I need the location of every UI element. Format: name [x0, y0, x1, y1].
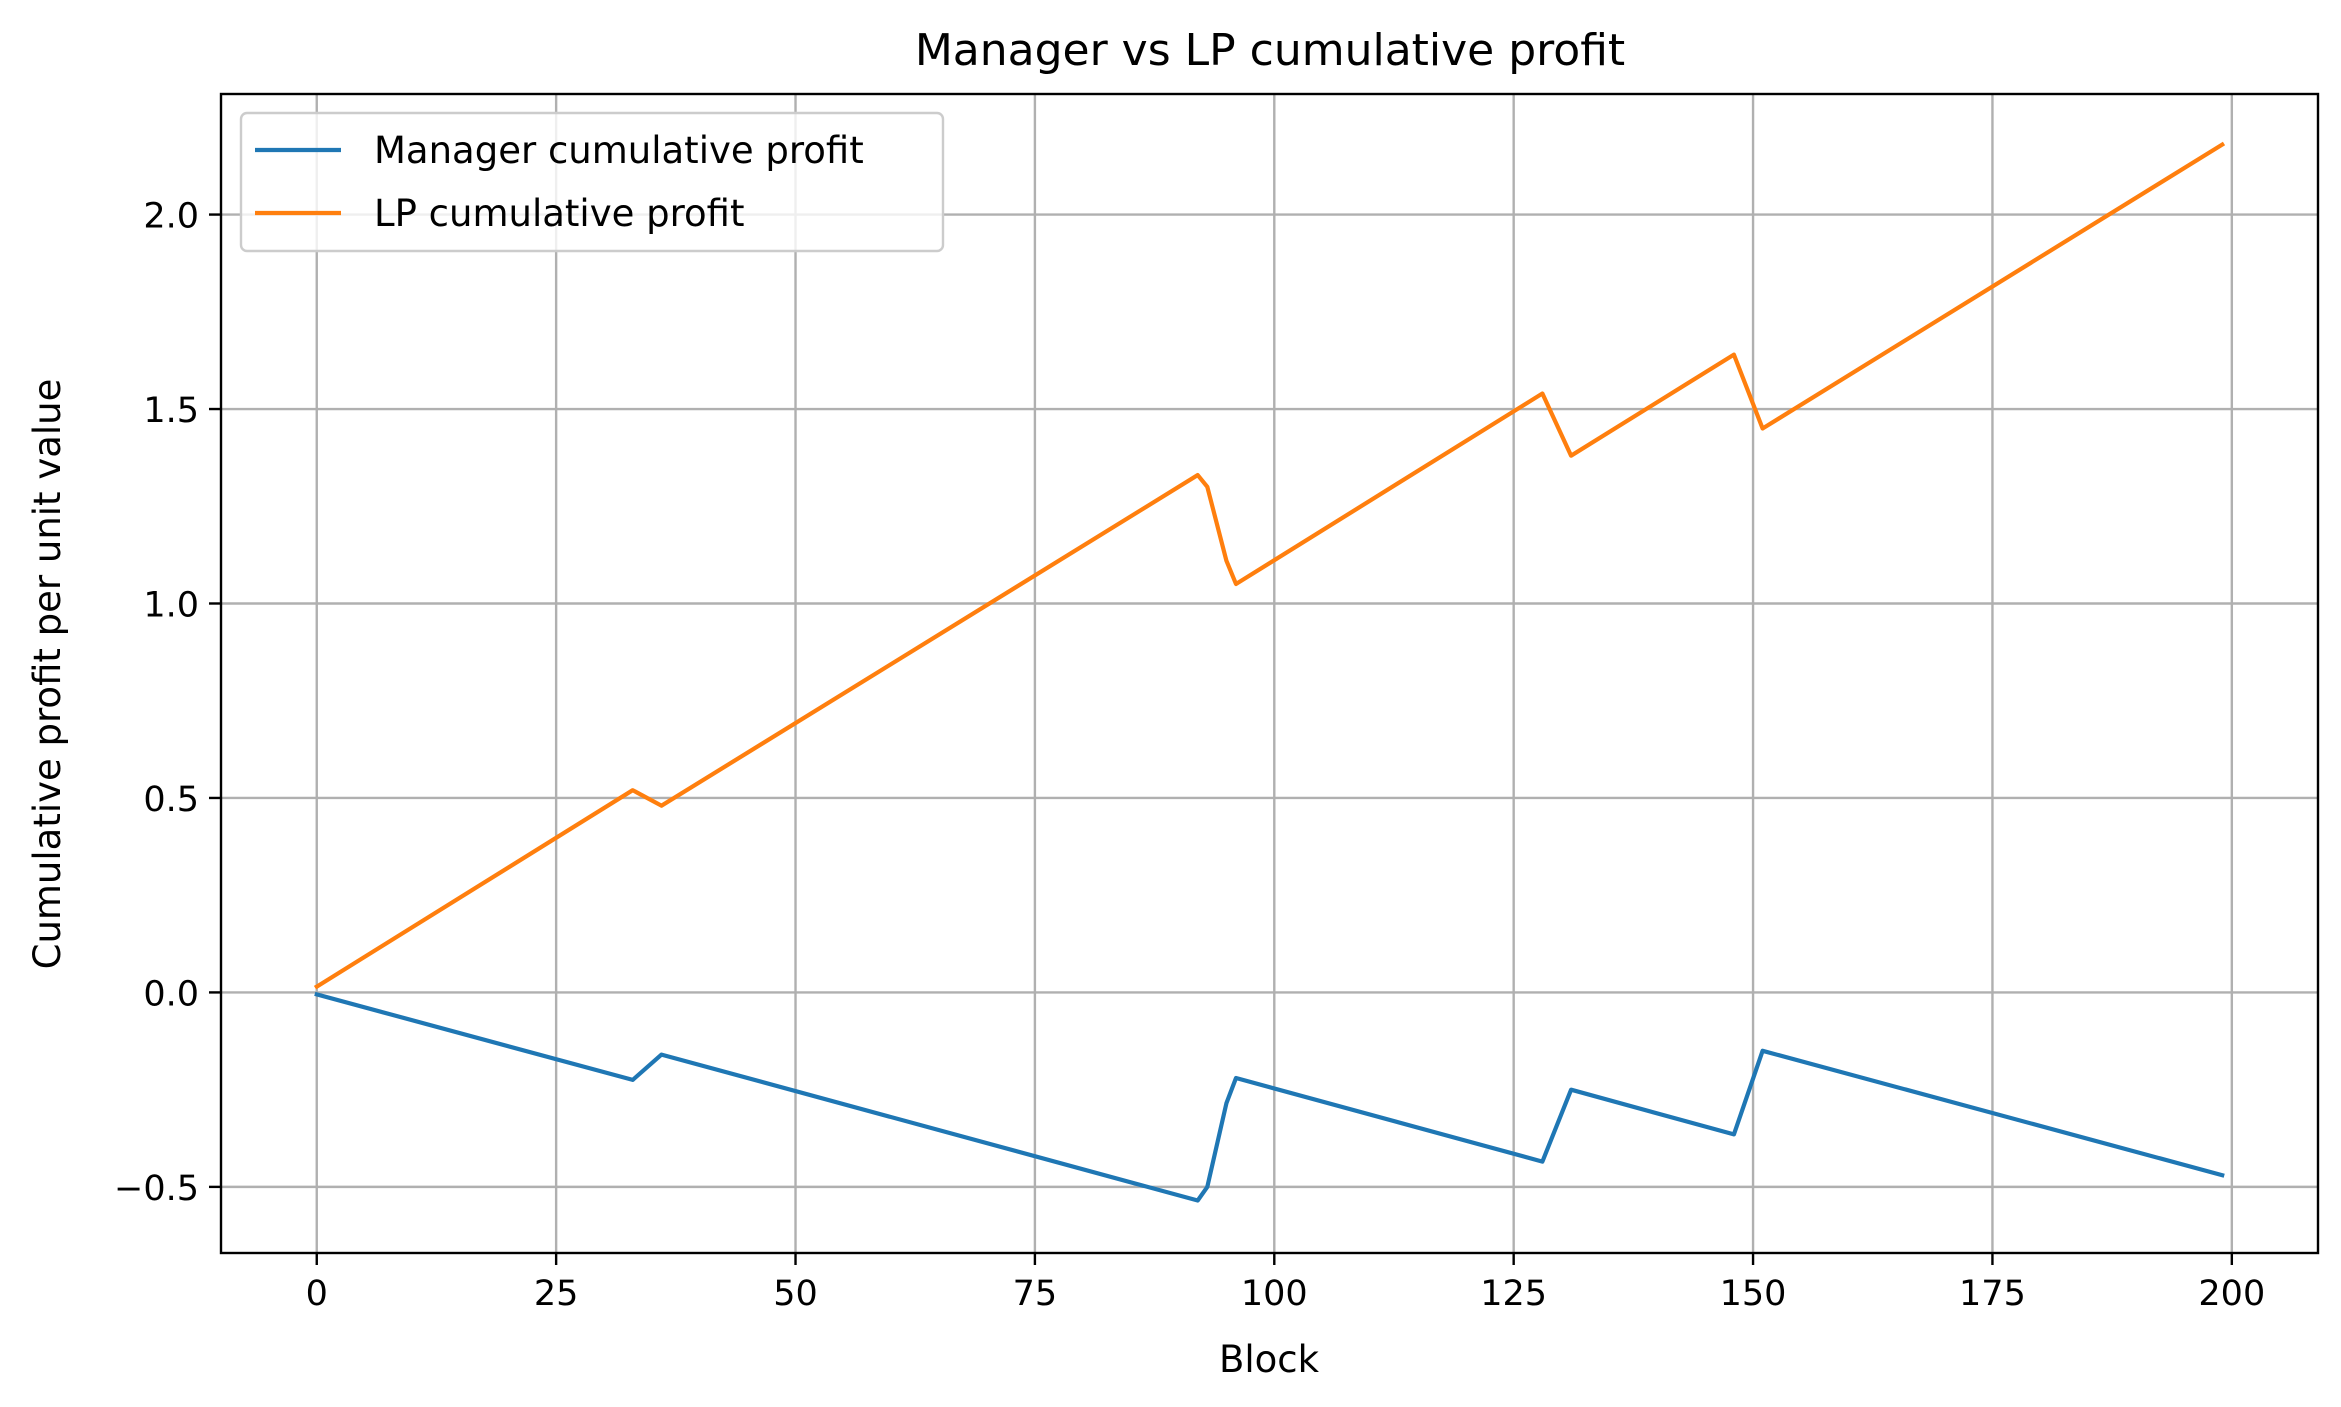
y-axis-label: Cumulative profit per unit value: [26, 379, 69, 970]
x-tick-label: 25: [534, 1274, 579, 1314]
x-tick-label: 0: [306, 1274, 328, 1314]
y-tick-label: −0.5: [114, 1169, 199, 1209]
x-tick-label: 125: [1480, 1274, 1547, 1314]
y-tick-label: 1.5: [143, 391, 199, 431]
x-tick-label: 150: [1720, 1274, 1787, 1314]
legend-label-1: LP cumulative profit: [374, 192, 744, 235]
x-tick-label: 50: [773, 1274, 818, 1314]
legend-box: [239, 111, 945, 253]
x-tick-label: 75: [1013, 1274, 1058, 1314]
x-tick-label: 100: [1241, 1274, 1308, 1314]
y-tick-label: 1.0: [143, 585, 199, 625]
axes: 0 25 50 75 100 125 150 175 200 −0.5 0.0 0.5 1.0 1.5 2.…: [114, 92, 2320, 1314]
legend: Manager cumulative profit LP cumulative p…: [239, 111, 945, 253]
legend-label-0: Manager cumulative profit: [374, 129, 864, 172]
x-tick-label: 175: [1959, 1274, 2026, 1314]
grid: [221, 94, 2318, 1253]
y-tick-label: 2.0: [143, 197, 199, 237]
series-line-1: [313, 141, 2226, 990]
x-tick-label: 200: [2198, 1274, 2265, 1314]
y-tick-label: 0.5: [143, 780, 199, 820]
series-lines: [313, 141, 2226, 1203]
y-tick-label: 0.0: [143, 974, 199, 1014]
plot-frame: [219, 92, 2320, 1255]
x-axis-label: Block: [1219, 1338, 1320, 1381]
chart-title: Manager vs LP cumulative profit: [915, 25, 1625, 76]
series-line-0: [314, 991, 2225, 1203]
